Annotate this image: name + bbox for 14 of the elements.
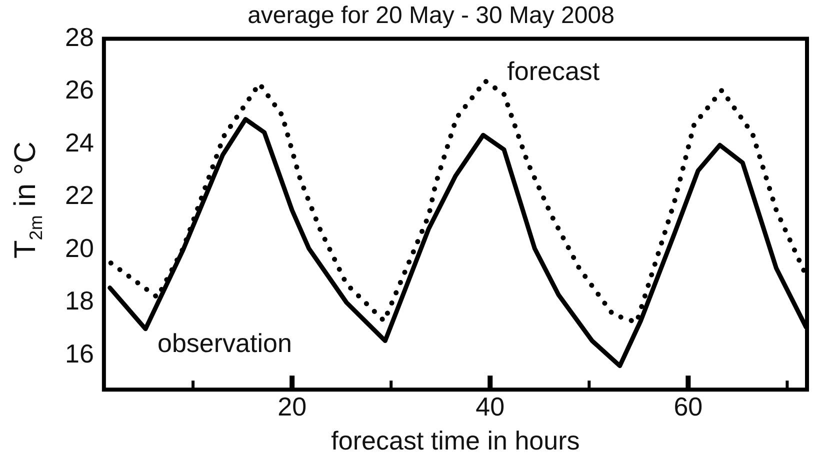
- x-axis-title: forecast time in hours: [331, 426, 580, 456]
- y-tick-label: 18: [65, 286, 94, 316]
- y-tick-label: 22: [65, 180, 94, 210]
- series-label: observation: [158, 328, 292, 358]
- y-tick-label: 24: [65, 127, 94, 158]
- y-tick-label: 28: [65, 22, 94, 52]
- x-tick-label: 40: [476, 391, 505, 422]
- x-tick-label: 20: [278, 391, 307, 422]
- y-tick-label: 20: [65, 232, 94, 263]
- y-tick-label: 26: [65, 74, 94, 105]
- chart-title: average for 20 May - 30 May 2008: [248, 2, 614, 30]
- x-tick-label: 60: [674, 391, 703, 422]
- y-tick-label: 16: [65, 338, 94, 368]
- series-label: forecast: [507, 56, 600, 86]
